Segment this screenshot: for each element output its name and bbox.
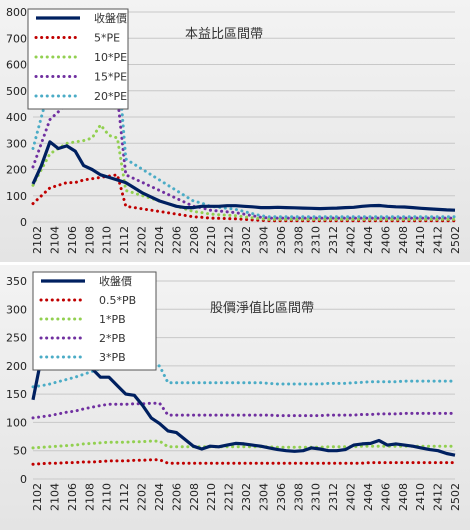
x-tick-label: 2402 (345, 483, 358, 511)
series-line (31, 140, 456, 212)
y-tick-label: 0 (20, 216, 27, 229)
legend-label: 2*PB (99, 332, 126, 345)
legend-label: 15*PE (94, 71, 127, 84)
legend: 收盤價 0.5*PB 1*PB 2*PB 3*PB (32, 271, 157, 371)
x-tick-label: 2406 (379, 226, 392, 254)
x-tick-label: 2206 (170, 226, 183, 254)
x-tick-label: 2308 (292, 483, 305, 511)
x-tick-label: 2110 (101, 226, 114, 254)
x-tick-label: 2502 (449, 483, 462, 511)
legend-label: 5*PE (94, 32, 120, 45)
x-tick-label: 2204 (153, 226, 166, 254)
x-tick-label: 2304 (257, 483, 270, 511)
x-tick-label: 2310 (310, 226, 323, 254)
x-tick-label: 2410 (414, 483, 427, 511)
x-tick-label: 2102 (31, 226, 44, 254)
x-tick-label: 2102 (31, 483, 44, 511)
x-tick-label: 2212 (223, 483, 236, 511)
legend-label: 3*PB (99, 351, 126, 364)
x-tick-label: 2308 (292, 226, 305, 254)
legend-label: 收盤價 (99, 274, 132, 288)
legend-label: 收盤價 (94, 11, 127, 25)
series-line (31, 458, 457, 466)
legend-label: 0.5*PB (99, 294, 136, 307)
x-tick-label: 2412 (432, 226, 445, 254)
x-tick-label: 2112 (118, 226, 131, 254)
legend-label: 10*PE (94, 51, 127, 64)
x-tick-label: 2212 (223, 226, 236, 254)
x-tick-label: 2106 (66, 226, 79, 254)
x-tick-label: 2210 (205, 226, 218, 254)
legend-box (27, 8, 129, 110)
pb-band-chart: 0 50 100 150 200 250 300 350 2102 2104 2106 2108 211… (6, 271, 462, 511)
x-tick-label: 2208 (188, 226, 201, 254)
x-tick-label: 2312 (327, 226, 340, 254)
y-tick-label: 200 (6, 360, 27, 373)
x-tick-label: 2302 (240, 483, 253, 511)
pb-chart-panel: 0 50 100 150 200 250 300 350 2102 2104 2106 2108 211… (0, 265, 470, 530)
y-tick-label: 300 (6, 303, 27, 316)
x-tick-label: 2108 (83, 226, 96, 254)
y-tick-label: 0 (20, 473, 27, 486)
y-tick-label: 400 (6, 111, 27, 124)
y-tick-label: 700 (6, 32, 27, 45)
chart-title: 本益比區間帶 (185, 27, 263, 42)
x-tick-label: 2306 (275, 226, 288, 254)
y-tick-label: 800 (6, 6, 27, 19)
series-line (31, 72, 457, 220)
series-line (31, 401, 457, 420)
legend-label: 20*PE (94, 90, 127, 103)
legend-box (32, 271, 157, 371)
x-tick-label: 2210 (205, 483, 218, 511)
y-tick-label: 300 (6, 137, 27, 150)
x-tick-label: 2108 (83, 483, 96, 511)
x-tick-label: 2408 (397, 483, 410, 511)
chart-title: 股價淨值比區間帶 (210, 300, 314, 316)
x-tick-label: 2208 (188, 483, 201, 511)
y-tick-label: 200 (6, 164, 27, 177)
series-line (31, 307, 456, 457)
x-tick-label: 2310 (310, 483, 323, 511)
x-tick-label: 2410 (414, 226, 427, 254)
x-tick-label: 2304 (257, 226, 270, 254)
y-tick-label: 500 (6, 85, 27, 98)
x-tick-label: 2412 (432, 483, 445, 511)
y-tick-label: 100 (6, 416, 27, 429)
y-tick-label: 350 (6, 275, 27, 288)
x-tick-label: 2404 (362, 226, 375, 254)
x-tick-label: 2110 (101, 483, 114, 511)
y-tick-label: 600 (6, 59, 27, 72)
x-tick-label: 2202 (136, 483, 149, 511)
y-tick-label: 50 (13, 445, 27, 458)
x-tick-label: 2404 (362, 483, 375, 511)
x-tick-label: 2502 (449, 226, 462, 254)
y-tick-label: 150 (6, 388, 27, 401)
x-tick-label: 2202 (136, 226, 149, 254)
x-tick-label: 2402 (345, 226, 358, 254)
x-tick-label: 2206 (170, 483, 183, 511)
series-line (31, 122, 457, 221)
x-tick-label: 2104 (48, 483, 61, 511)
x-tick-label: 2112 (118, 483, 131, 511)
x-tick-label: 2302 (240, 226, 253, 254)
x-tick-label: 2306 (275, 483, 288, 511)
legend-label: 1*PB (99, 313, 126, 326)
legend: 收盤價 5*PE 10*PE 15*PE 20*PE (27, 8, 129, 110)
x-tick-label: 2312 (327, 483, 340, 511)
x-tick-label: 2408 (397, 226, 410, 254)
x-tick-label: 2104 (48, 226, 61, 254)
pe-band-chart: 0 100 200 300 400 500 600 700 800 2102 2104 2106 210… (6, 6, 462, 254)
x-tick-label: 2106 (66, 483, 79, 511)
y-tick-label: 250 (6, 332, 27, 345)
x-tick-label: 2204 (153, 483, 166, 511)
pe-chart-panel: 0 100 200 300 400 500 600 700 800 2102 2104 2106 210… (0, 0, 470, 262)
series-line (31, 439, 457, 450)
y-tick-label: 100 (6, 190, 27, 203)
x-tick-label: 2406 (379, 483, 392, 511)
